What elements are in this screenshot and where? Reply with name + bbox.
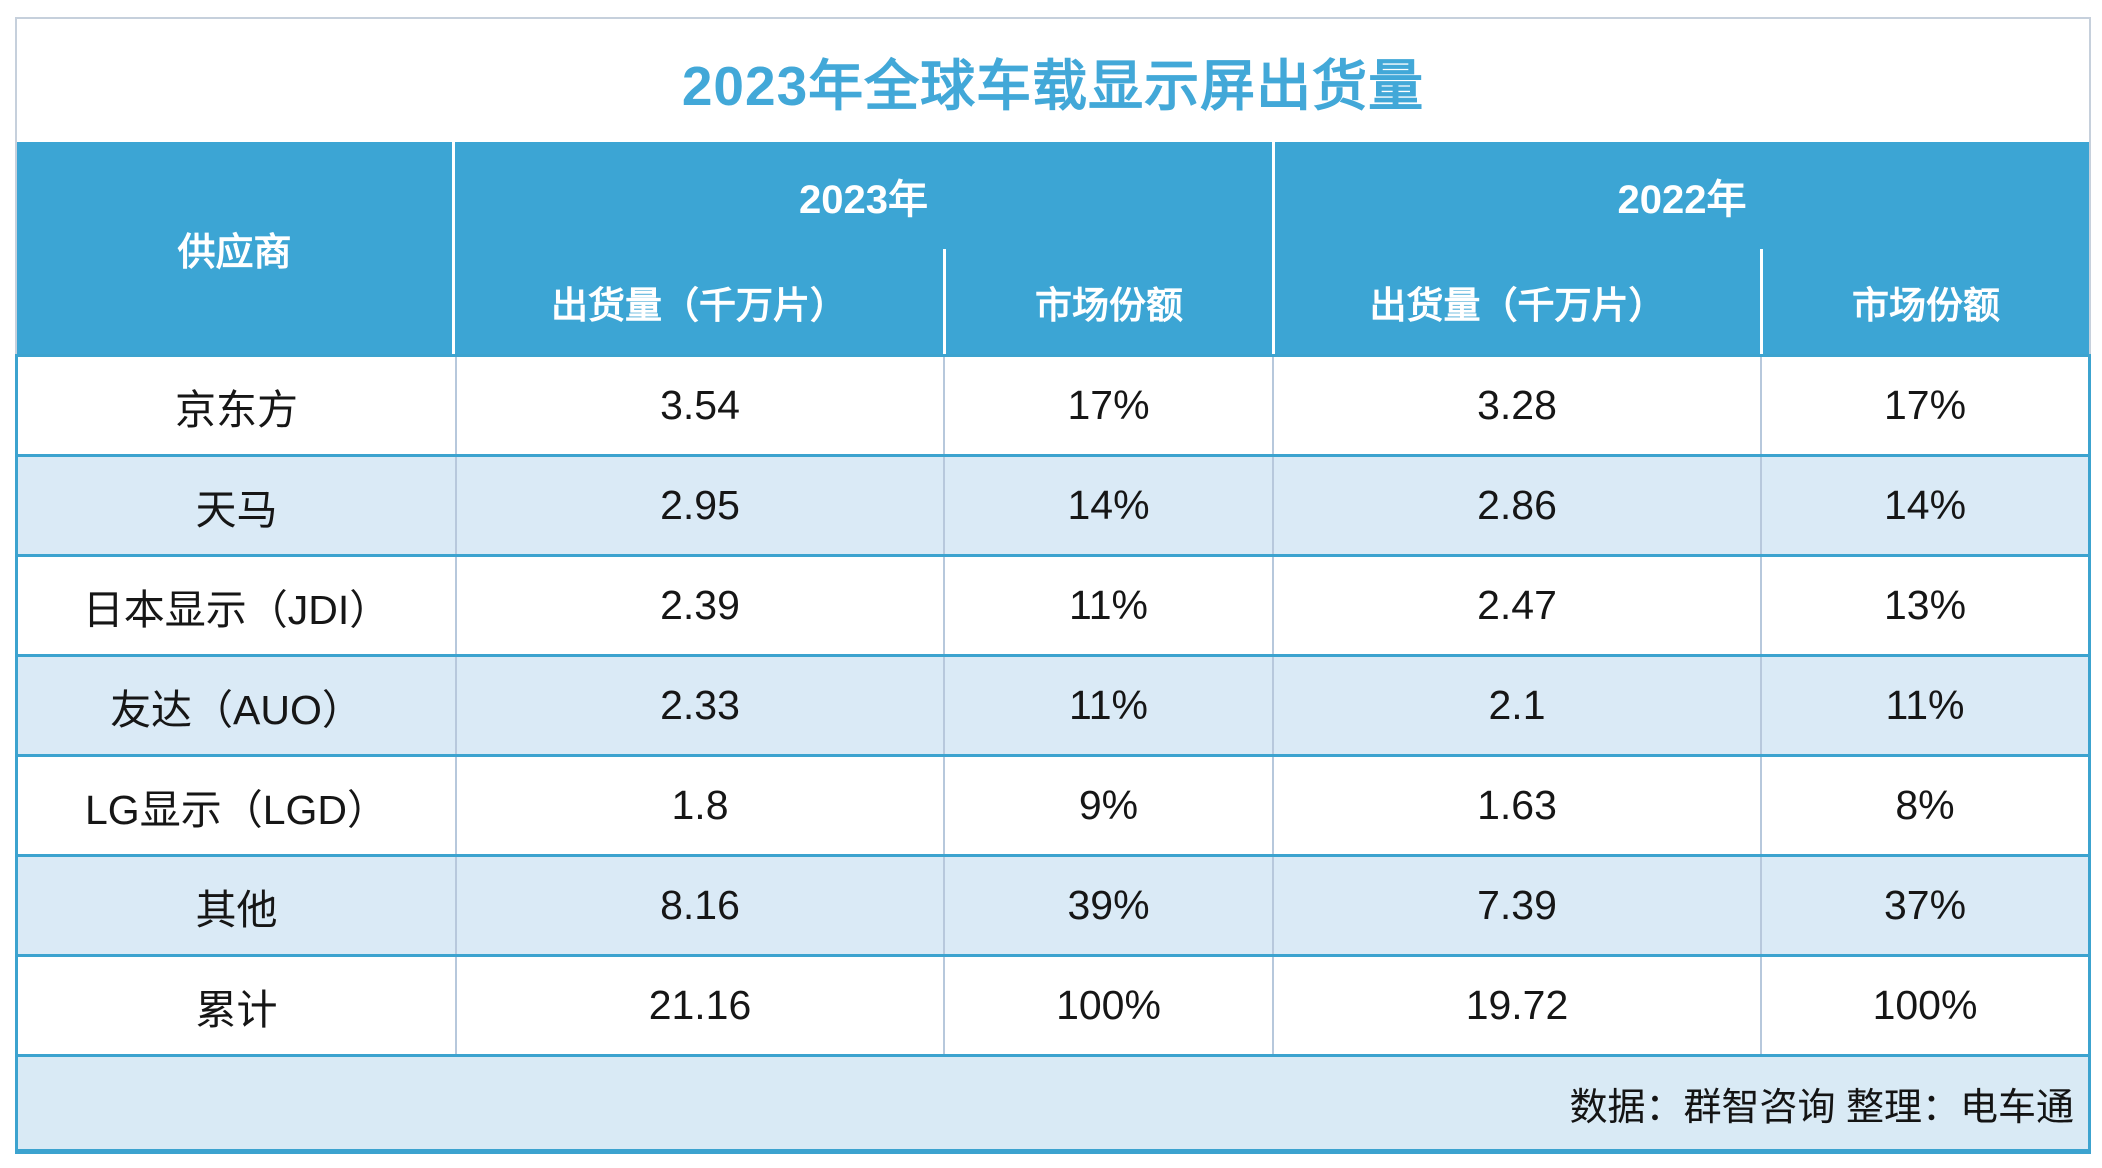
table-row: LG显示（LGD） 1.8 9% 1.63 8%: [18, 754, 2088, 854]
share-2023-cell: 100%: [943, 957, 1272, 1054]
share-2023-cell: 9%: [943, 757, 1272, 854]
supplier-cell: 京东方: [175, 386, 298, 433]
share-2022-cell: 11%: [1760, 657, 2088, 754]
share-2023-cell: 39%: [943, 857, 1272, 954]
shipments-2022-cell: 1.63: [1272, 757, 1760, 854]
supplier-cell: 其他: [195, 886, 278, 933]
shipments-2022-cell: 7.39: [1272, 857, 1760, 954]
supplier-cell: 日本显示（JDI）: [82, 586, 391, 633]
shipments-2023-cell: 3.54: [455, 357, 943, 454]
shipments-2022-cell: 2.86: [1272, 457, 1760, 554]
source-note: 数据：群智咨询 整理：电车通: [18, 1054, 2088, 1154]
header-group-2023: 2023年: [799, 177, 928, 222]
share-2022-cell: 100%: [1760, 957, 2088, 1054]
table-row: 累计 21.16 100% 19.72 100%: [18, 954, 2088, 1054]
table-row: 日本显示（JDI） 2.39 11% 2.47 13%: [18, 554, 2088, 654]
share-2023-cell: 11%: [943, 657, 1272, 754]
share-2023-cell: 14%: [943, 457, 1272, 554]
table-header: 供应商 2023年 2022年 出货量（千万片） 市场份额 出货量（千万片） 市…: [17, 142, 2089, 354]
shipments-2022-cell: 3.28: [1272, 357, 1760, 454]
table-row: 天马 2.95 14% 2.86 14%: [18, 454, 2088, 554]
shipments-2023-cell: 8.16: [455, 857, 943, 954]
shipments-2022-cell: 2.1: [1272, 657, 1760, 754]
shipments-2022-cell: 2.47: [1272, 557, 1760, 654]
header-shipments-2023: 出货量（千万片）: [551, 284, 847, 326]
shipments-2023-cell: 2.39: [455, 557, 943, 654]
shipments-2023-cell: 1.8: [455, 757, 943, 854]
share-2023-cell: 11%: [943, 557, 1272, 654]
shipments-2023-cell: 2.33: [455, 657, 943, 754]
header-shipments-2022: 出货量（千万片）: [1272, 249, 1760, 354]
supplier-cell: LG显示（LGD）: [85, 786, 388, 833]
shipments-2023-cell: 2.95: [455, 457, 943, 554]
title-band: 2023年全球车载显示屏出货量: [17, 19, 2089, 142]
page-title: 2023年全球车载显示屏出货量: [681, 54, 1425, 117]
share-2023-cell: 17%: [943, 357, 1272, 454]
table-row: 其他 8.16 39% 7.39 37%: [18, 854, 2088, 954]
shipments-2023-cell: 21.16: [455, 957, 943, 1054]
header-share-2023: 市场份额: [943, 249, 1272, 354]
share-2022-cell: 13%: [1760, 557, 2088, 654]
share-2022-cell: 37%: [1760, 857, 2088, 954]
share-2022-cell: 8%: [1760, 757, 2088, 854]
header-share-2022: 市场份额: [1760, 249, 2089, 354]
supplier-cell: 友达（AUO）: [110, 686, 363, 733]
header-group-2022: 2022年: [1272, 142, 2089, 249]
shipment-table: 2023年全球车载显示屏出货量 供应商 2023年 2022年 出货量（千万片）…: [15, 17, 2091, 1154]
table-row: 京东方 3.54 17% 3.28 17%: [18, 354, 2088, 454]
supplier-cell: 天马: [195, 486, 278, 533]
table-row: 友达（AUO） 2.33 11% 2.1 11%: [18, 654, 2088, 754]
share-2022-cell: 17%: [1760, 357, 2088, 454]
shipments-2022-cell: 19.72: [1272, 957, 1760, 1054]
header-supplier: 供应商: [17, 142, 455, 354]
share-2022-cell: 14%: [1760, 457, 2088, 554]
table-body: 京东方 3.54 17% 3.28 17% 天马 2.95 14% 2.86 1…: [15, 354, 2091, 1154]
supplier-cell: 累计: [195, 986, 278, 1033]
